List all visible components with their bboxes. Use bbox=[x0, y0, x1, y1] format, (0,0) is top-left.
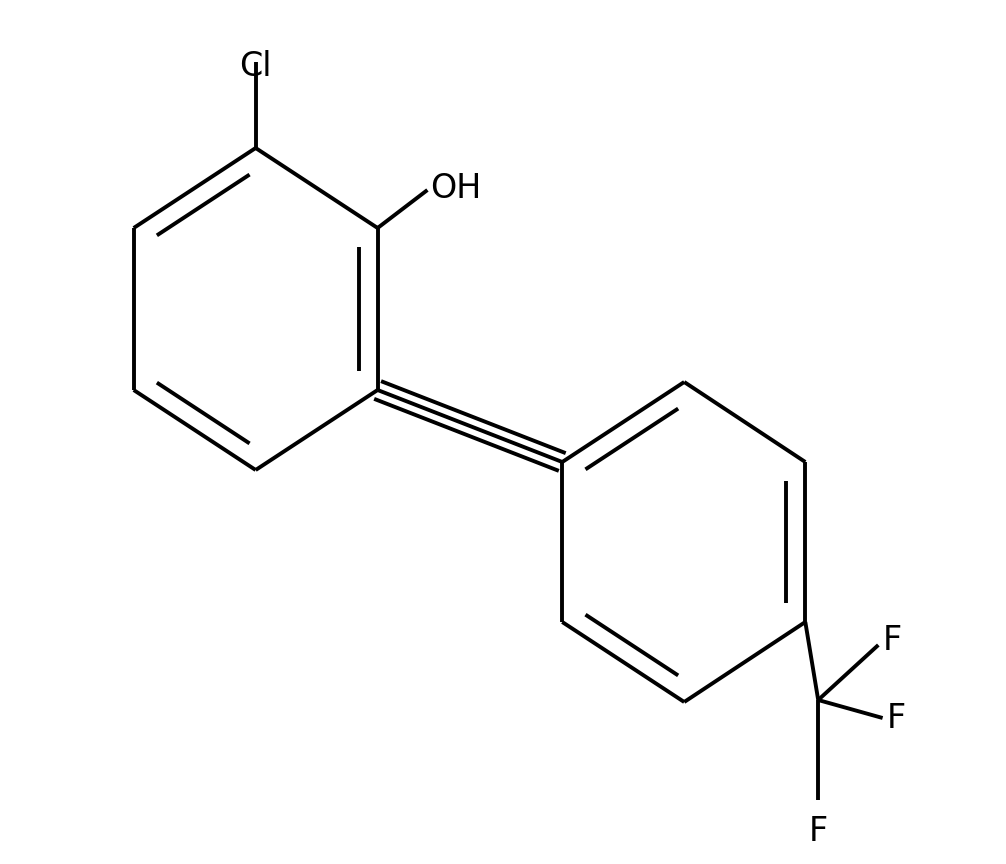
Text: F: F bbox=[809, 815, 828, 848]
Text: F: F bbox=[882, 624, 901, 657]
Text: OH: OH bbox=[430, 171, 481, 205]
Text: F: F bbox=[887, 702, 906, 734]
Text: Cl: Cl bbox=[239, 50, 272, 83]
